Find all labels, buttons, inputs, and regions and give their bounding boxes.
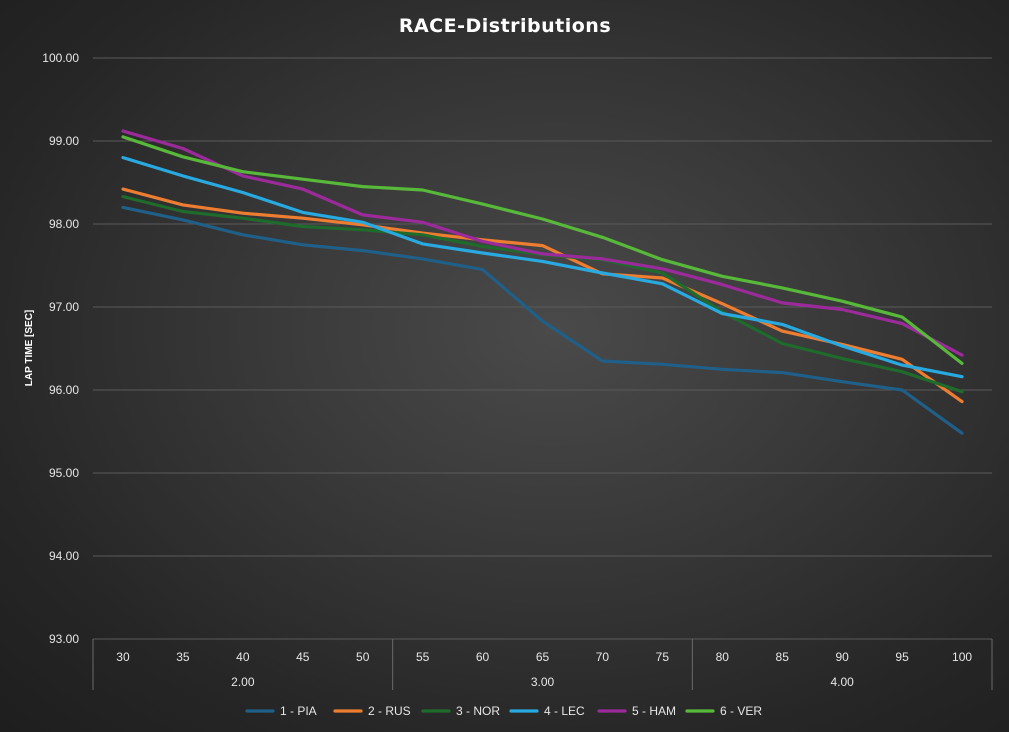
- series-line-1-pia: [121, 205, 964, 435]
- legend-label: 5 - HAM: [632, 704, 676, 718]
- x-tick-label: 85: [776, 650, 790, 664]
- y-axis-label: LAP TIME [SEC]: [24, 310, 35, 386]
- series-line-4-lec: [121, 156, 964, 379]
- y-tick-label: 100.00: [42, 51, 79, 65]
- x-tick-label: 40: [236, 650, 250, 664]
- legend-item: 3 - NOR: [421, 704, 500, 718]
- x-tick-label: 55: [416, 650, 430, 664]
- legend-label: 2 - RUS: [368, 704, 411, 718]
- x-tick-label: 90: [835, 650, 849, 664]
- x-group-label: 2.00: [231, 675, 255, 689]
- x-tick-label: 75: [656, 650, 670, 664]
- x-tick-label: 30: [116, 650, 130, 664]
- legend-label: 6 - VER: [720, 704, 762, 718]
- chart-title: RACE-Distributions: [399, 15, 611, 37]
- x-group-label: 4.00: [830, 675, 854, 689]
- series-lines: [121, 129, 964, 435]
- legend-label: 3 - NOR: [456, 704, 500, 718]
- y-tick-label: 94.00: [49, 549, 79, 563]
- y-tick-label: 93.00: [49, 632, 79, 646]
- gridlines: [93, 57, 992, 640]
- legend-item: 4 - LEC: [509, 704, 585, 718]
- x-tick-label: 45: [296, 650, 310, 664]
- legend: 1 - PIA 2 - RUS 3 - NOR 4 - LEC 5 - HAM 6 - V…: [245, 704, 762, 718]
- x-tick-label: 60: [476, 650, 490, 664]
- series-line-5-ham: [121, 129, 964, 357]
- legend-label: 4 - LEC: [544, 704, 585, 718]
- y-tick-label: 97.00: [49, 300, 79, 314]
- series-line-2-rus: [121, 187, 964, 404]
- axes: 93.00 94.00 95.00 96.00 97.00 98.00 99.00 100.0…: [42, 51, 993, 690]
- legend-label: 1 - PIA: [280, 704, 317, 718]
- x-tick-label: 100: [952, 650, 972, 664]
- y-tick-label: 96.00: [49, 383, 79, 397]
- x-tick-label: 65: [536, 650, 550, 664]
- x-tick-label: 95: [895, 650, 909, 664]
- y-tick-label: 99.00: [49, 134, 79, 148]
- x-tick-label: 80: [716, 650, 730, 664]
- x-tick-label: 35: [176, 650, 190, 664]
- y-tick-label: 98.00: [49, 217, 79, 231]
- series-line-6-ver: [121, 135, 964, 365]
- legend-item: 2 - RUS: [333, 704, 411, 718]
- legend-item: 6 - VER: [685, 704, 762, 718]
- legend-item: 5 - HAM: [597, 704, 676, 718]
- x-group-label: 3.00: [531, 675, 555, 689]
- x-tick-label: 50: [356, 650, 370, 664]
- y-tick-label: 95.00: [49, 466, 79, 480]
- legend-item: 1 - PIA: [245, 704, 317, 718]
- x-tick-label: 70: [596, 650, 610, 664]
- series-line-3-nor: [121, 195, 964, 394]
